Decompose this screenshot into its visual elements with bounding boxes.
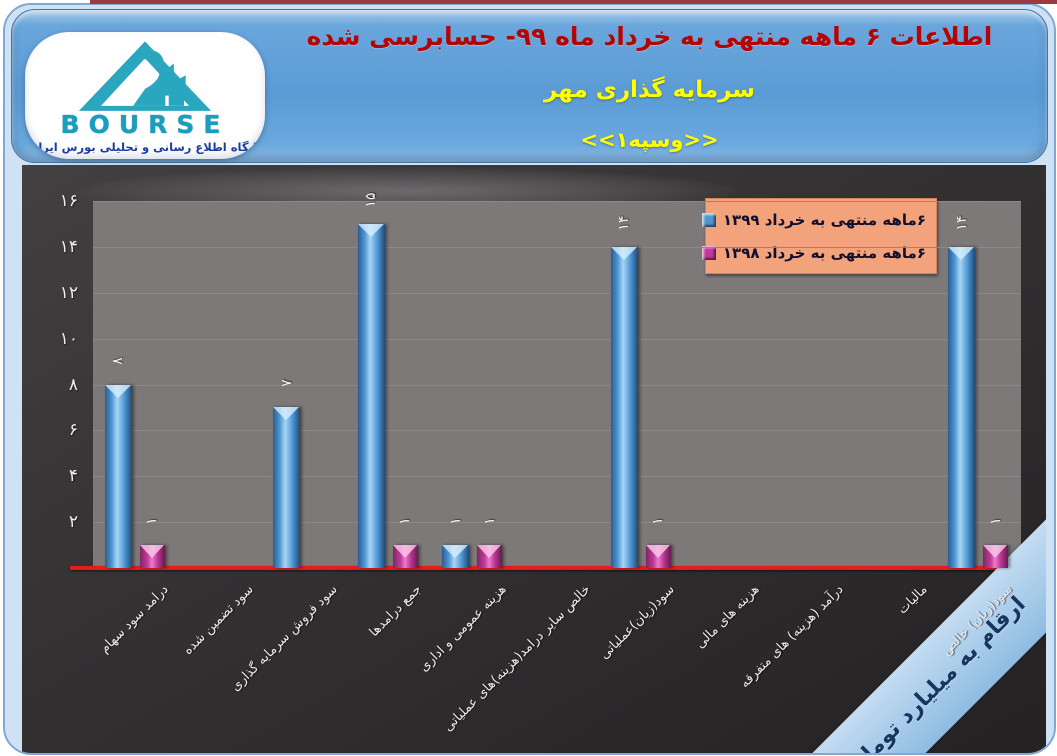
gridline <box>93 522 1021 524</box>
gridline <box>93 384 1021 386</box>
bar-3d-cap <box>477 545 502 559</box>
bar-current-year <box>610 246 638 568</box>
bar-current-year <box>948 246 976 568</box>
gridline <box>93 338 1021 340</box>
bourse24-logo-icon <box>78 41 212 111</box>
bar-value-label: ۱ <box>397 517 414 525</box>
bar-value-label: ۱ <box>144 517 161 525</box>
bar-value-label: ۱۵ <box>363 192 380 208</box>
gridline <box>93 476 1021 478</box>
bar-current-year <box>357 223 385 568</box>
legend-marker-icon <box>701 212 716 227</box>
header-panel: اطلاعات ۶ ماهه منتهی به خرداد ماه ۹۹- حس… <box>11 9 1048 163</box>
y-axis-tick-label: ۸ <box>68 374 78 395</box>
bar-prior-year <box>983 545 1009 568</box>
bar-value-label: ۱۴ <box>953 215 970 231</box>
top-accent-line <box>90 0 1057 4</box>
gridline <box>93 246 1021 248</box>
y-axis-tick-label: ۱۰ <box>59 328 78 349</box>
y-axis-tick-label: ۱۶ <box>59 191 78 211</box>
gridline <box>93 430 1021 432</box>
x-axis-category-label: درامد سود سهام <box>97 582 172 657</box>
y-axis-tick-label: ۲ <box>68 512 78 533</box>
bar-3d-cap <box>645 545 670 559</box>
company-name: سرمایه گذاری مهر <box>544 76 755 103</box>
bar-3d-cap <box>948 246 975 260</box>
bar-value-label: ۱ <box>481 517 498 525</box>
bar-value-label: ۸ <box>110 356 127 365</box>
bar-prior-year <box>392 545 418 568</box>
legend-label: ۶ماهه منتهی به خرداد ۱۳۹۹ <box>722 210 926 229</box>
brand-tagline: پایگاه اطلاع رسانی و تحلیلی بورس ایران <box>28 140 262 154</box>
header-texts: اطلاعات ۶ ماهه منتهی به خرداد ماه ۹۹- حس… <box>262 10 1037 162</box>
brand-name: BOURSE <box>60 110 230 139</box>
bar-3d-cap <box>392 545 417 559</box>
bar-value-label: ۱ <box>987 517 1004 525</box>
bar-3d-cap <box>104 384 131 398</box>
bar-current-year <box>273 407 301 568</box>
gridline <box>93 292 1021 294</box>
y-axis-tick-label: ۴ <box>68 466 78 487</box>
chart-legend: ۶ماهه منتهی به خرداد ۱۳۹۹ ۶ماهه منتهی به … <box>701 198 937 274</box>
bar-3d-cap <box>273 407 300 421</box>
y-axis-tick-label: ۶ <box>68 420 78 441</box>
legend-row: ۶ماهه منتهی به خرداد ۱۳۹۸ <box>701 243 926 262</box>
bar-value-label: ۱ <box>447 517 464 525</box>
bar-chart: ۶ماهه منتهی به خرداد ۱۳۹۹ ۶ماهه منتهی به … <box>22 165 1046 753</box>
gridline <box>93 201 1021 202</box>
bar-current-year <box>104 384 132 568</box>
bar-prior-year <box>477 545 503 568</box>
ticker-symbol: <<وسپه۱>> <box>580 128 719 152</box>
slide-background: اطلاعات ۶ ماهه منتهی به خرداد ماه ۹۹- حس… <box>3 3 1056 755</box>
bar-3d-cap <box>139 545 164 559</box>
bar-current-year <box>442 545 470 568</box>
bar-value-label: ۱۴ <box>616 215 633 231</box>
page-title: اطلاعات ۶ ماهه منتهی به خرداد ماه ۹۹- حس… <box>306 22 993 51</box>
legend-marker-icon <box>701 245 716 260</box>
bar-value-label: ۷ <box>278 379 295 388</box>
bar-3d-cap <box>983 545 1008 559</box>
legend-label: ۶ماهه منتهی به خرداد ۱۳۹۸ <box>722 243 926 262</box>
y-axis-tick-label: ۱۴ <box>59 236 78 257</box>
bar-prior-year <box>139 545 165 568</box>
bar-value-label: ۱ <box>650 517 667 525</box>
bourse24-logo: BOURSE پایگاه اطلاع رسانی و تحلیلی بورس … <box>25 32 265 159</box>
bar-3d-cap <box>442 545 469 559</box>
bar-prior-year <box>645 545 671 568</box>
legend-row: ۶ماهه منتهی به خرداد ۱۳۹۹ <box>701 210 926 229</box>
bar-3d-cap <box>610 246 637 260</box>
y-axis-tick-label: ۱۲ <box>59 282 78 303</box>
x-axis-baseline <box>70 566 1024 570</box>
bar-3d-cap <box>357 223 384 237</box>
